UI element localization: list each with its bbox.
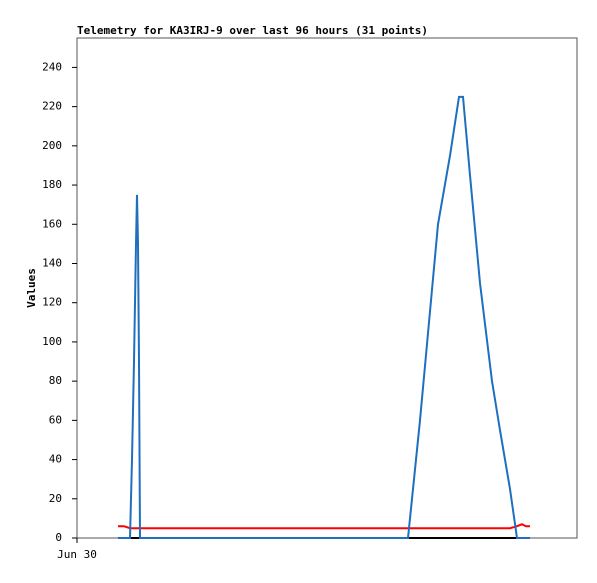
x-tick-label: Jun 30 (57, 548, 97, 561)
y-tick-label: 20 (49, 492, 62, 505)
y-tick-label: 240 (42, 60, 62, 73)
y-tick-label: 140 (42, 256, 62, 269)
y-axis-label: Values (25, 268, 38, 308)
y-tick-label: 160 (42, 217, 62, 230)
y-tick-label: 100 (42, 335, 62, 348)
y-tick-label: 220 (42, 100, 62, 113)
y-tick-label: 60 (49, 413, 62, 426)
y-tick-label: 80 (49, 374, 62, 387)
series-line (118, 523, 530, 530)
plot-frame (76, 37, 578, 539)
chart-title: Telemetry for KA3IRJ-9 over last 96 hour… (77, 24, 428, 37)
y-tick-label: 200 (42, 139, 62, 152)
y-tick-label: 40 (49, 453, 62, 466)
y-tick-label: 120 (42, 296, 62, 309)
y-tick-label: 180 (42, 178, 62, 191)
y-tick-label: 0 (55, 531, 62, 544)
series-line (118, 95, 530, 539)
